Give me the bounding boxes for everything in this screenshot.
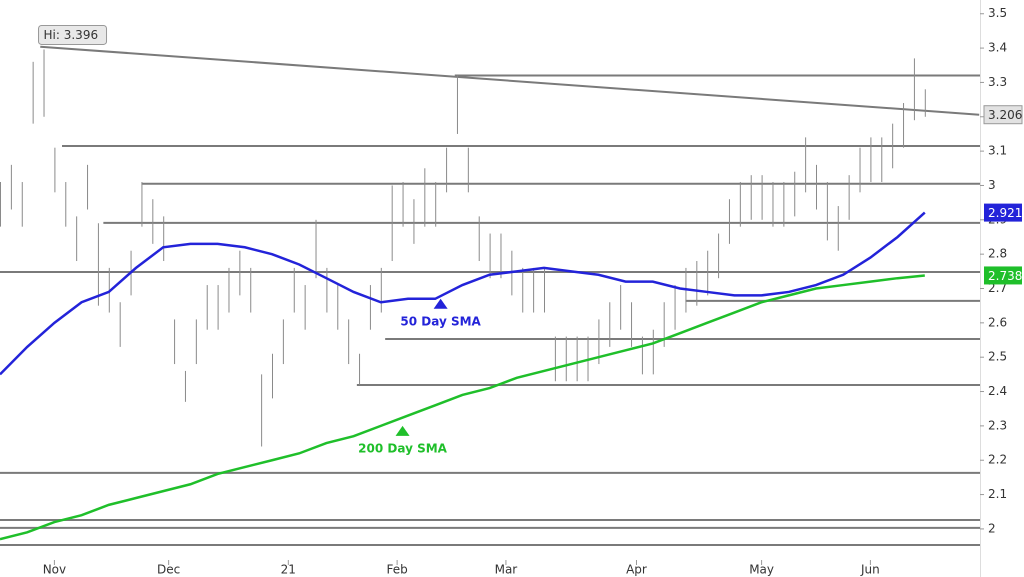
x-tick-label: Jun [860, 563, 880, 577]
trendline [40, 45, 980, 116]
y-tick-label: 2.8 [988, 247, 1007, 261]
y-tick-label: 3.4 [988, 41, 1007, 55]
sma-line [0, 274, 925, 541]
price-tag [983, 105, 1023, 125]
y-tick-label: 2.1 [988, 487, 1007, 501]
y-tick-label: 2.3 [988, 418, 1007, 432]
sma-marker [433, 298, 448, 309]
x-tick-label: Feb [386, 563, 407, 577]
y-tick-label: 3.3 [988, 75, 1007, 89]
y-tick-label: 2 [988, 521, 996, 535]
y-tick-label: 3.1 [988, 144, 1007, 158]
y-tick-label: 2.4 [988, 384, 1007, 398]
x-tick-label: May [749, 563, 774, 577]
price-tag [984, 203, 1022, 222]
price-tag-label: 3.206 [988, 108, 1022, 122]
price-tag-label: 2.921 [988, 206, 1022, 220]
price-tag-label: 2.738 [988, 269, 1022, 283]
sma-label: 50 Day SMA [400, 314, 481, 328]
y-tick-label: 2.6 [988, 315, 1007, 329]
high-label: Hi: 3.396 [44, 28, 99, 42]
price-tag [984, 266, 1022, 285]
x-tick-label: Mar [495, 563, 518, 577]
x-tick-label: Nov [43, 563, 66, 577]
x-tick-label: Apr [626, 563, 647, 577]
y-tick-label: 2.5 [988, 350, 1007, 364]
high-label-box [38, 24, 108, 45]
sma-label: 200 Day SMA [358, 441, 448, 455]
sma-line [0, 211, 926, 376]
y-tick-label: 3 [988, 178, 996, 192]
y-tick-label: 2.2 [988, 453, 1007, 467]
y-tick-label: 3.5 [988, 6, 1007, 20]
y-tick-label: 2.7 [988, 281, 1007, 295]
sma-marker [395, 425, 410, 436]
x-tick-label: Dec [157, 563, 180, 577]
x-tick-label: 21 [281, 563, 296, 577]
